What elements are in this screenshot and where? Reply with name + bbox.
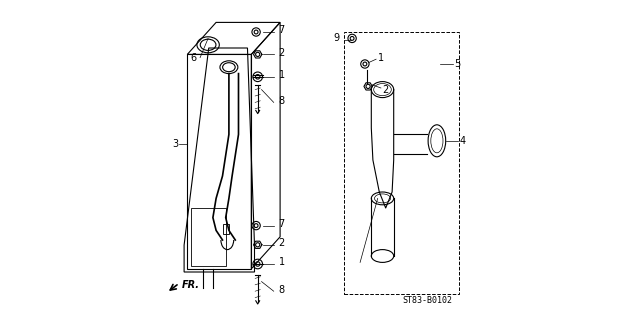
Text: FR.: FR. <box>182 280 199 290</box>
Text: 5: 5 <box>455 59 461 69</box>
Text: 7: 7 <box>278 219 285 229</box>
Text: 6: 6 <box>190 52 197 63</box>
Bar <box>344 32 459 294</box>
Text: 1: 1 <box>378 52 384 63</box>
Text: 3: 3 <box>172 139 178 149</box>
Text: ST83-B0102: ST83-B0102 <box>403 296 452 305</box>
Text: 8: 8 <box>278 284 285 295</box>
Text: 9: 9 <box>333 33 340 44</box>
Text: 1: 1 <box>278 257 285 268</box>
Text: 8: 8 <box>278 96 285 106</box>
Text: 4: 4 <box>459 136 466 146</box>
Text: 2: 2 <box>382 84 389 95</box>
Text: 7: 7 <box>278 25 285 36</box>
Text: 2: 2 <box>278 238 285 248</box>
Text: 2: 2 <box>278 48 285 58</box>
Text: 1: 1 <box>278 70 285 80</box>
